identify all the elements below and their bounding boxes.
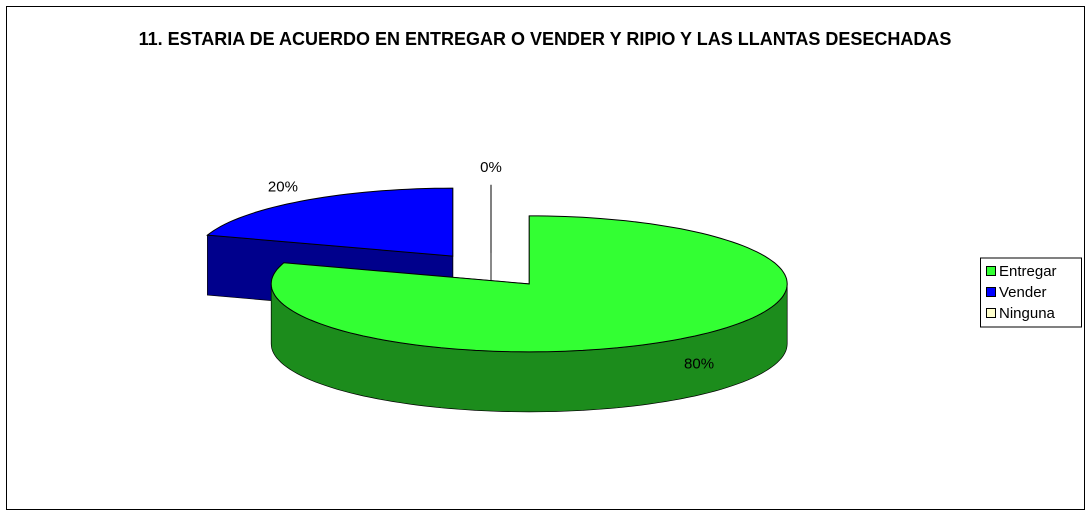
legend-swatch xyxy=(986,308,996,318)
legend-label: Vender xyxy=(999,284,1047,301)
legend-swatch xyxy=(986,266,996,276)
slice xyxy=(270,215,788,353)
data-label: 0% xyxy=(480,159,502,176)
legend-swatch xyxy=(986,287,996,297)
legend-label: Ninguna xyxy=(999,305,1056,322)
legend: Entregar Vender Ninguna xyxy=(980,257,1082,328)
slice xyxy=(206,187,454,257)
data-label: 80% xyxy=(684,356,714,373)
data-label: 20% xyxy=(268,178,298,195)
legend-box xyxy=(980,257,1082,328)
pie: 80% 20% 0% xyxy=(206,159,788,413)
legend-label: Entregar xyxy=(999,263,1057,280)
chart-title: 11. ESTARIA DE ACUERDO EN ENTREGAR O VEN… xyxy=(138,29,952,49)
